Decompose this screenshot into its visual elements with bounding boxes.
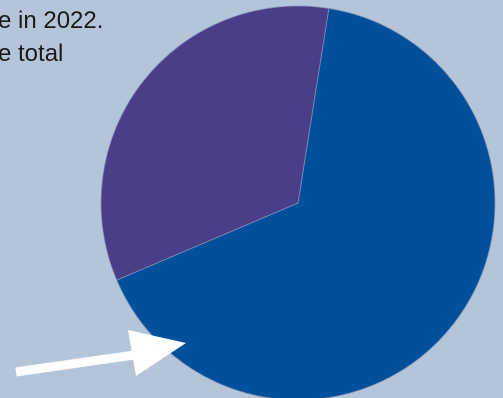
- pie-slice-1: [116, 7, 496, 398]
- annotation-arrow-shaft: [15, 348, 149, 377]
- caption-line-1: e in 2022.: [0, 7, 104, 34]
- pie-slice-2: [100, 5, 330, 281]
- caption-text: e in 2022. e total: [0, 4, 103, 70]
- caption-line-2: e total: [0, 40, 64, 67]
- annotation-arrow-head: [128, 330, 186, 376]
